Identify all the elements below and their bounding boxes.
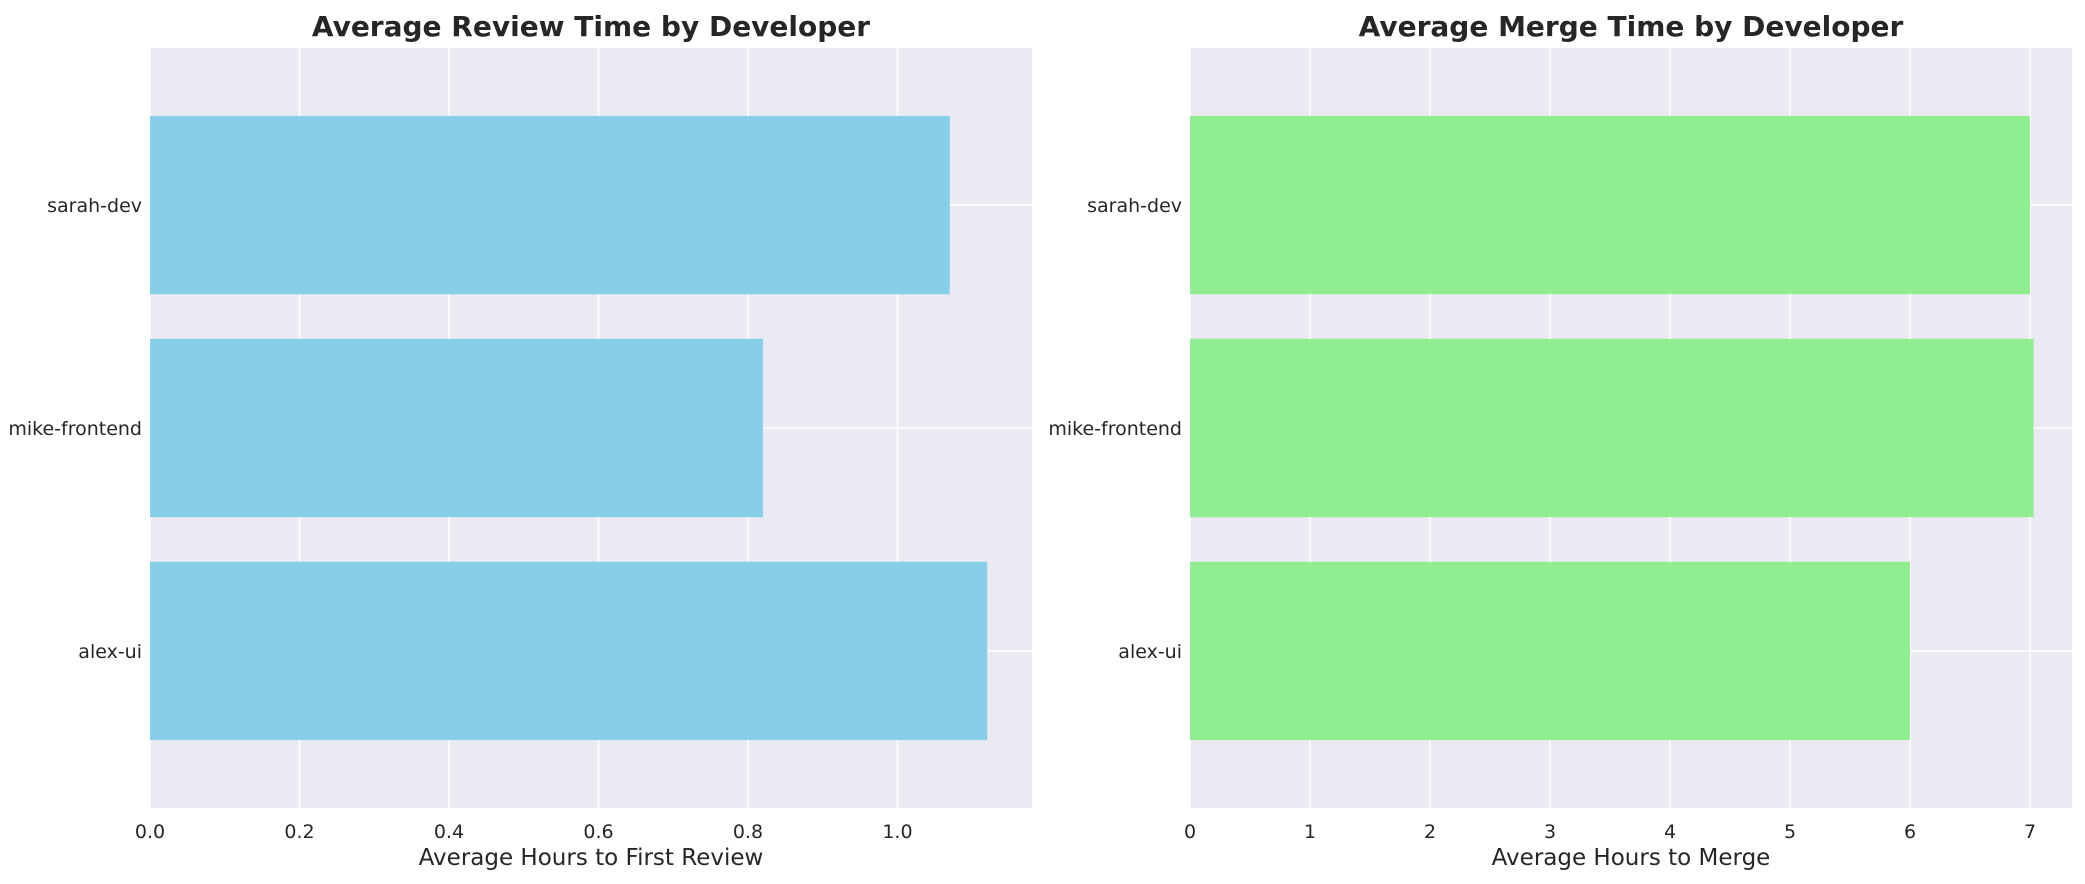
x-tick-label: 0.4 — [434, 821, 464, 843]
bar-sarah-dev — [150, 115, 950, 295]
x-axis-label: Average Hours to First Review — [419, 845, 764, 871]
x-tick-label: 0.8 — [733, 821, 763, 843]
x-tick-label: 0.2 — [284, 821, 314, 843]
x-tick-label: 2 — [1424, 821, 1436, 843]
x-tick-label: 3 — [1544, 821, 1556, 843]
x-tick-label: 6 — [1904, 821, 1916, 843]
y-tick-label: sarah-dev — [47, 195, 142, 217]
x-axis-label: Average Hours to Merge — [1492, 845, 1771, 871]
y-tick-label: mike-frontend — [1048, 418, 1182, 440]
x-tick-label: 0 — [1184, 821, 1196, 843]
bar-alex-ui — [1190, 561, 1910, 741]
bar-sarah-dev — [1190, 115, 2030, 295]
y-tick-label: alex-ui — [78, 641, 142, 663]
x-tick-label: 0.6 — [583, 821, 613, 843]
bar-mike-frontend — [1190, 338, 2034, 518]
chart-title: Average Review Time by Developer — [312, 10, 870, 43]
x-tick-label: 1 — [1304, 821, 1316, 843]
x-tick-label: 1.0 — [882, 821, 912, 843]
x-tick-label: 5 — [1784, 821, 1796, 843]
review-time-chart: Average Review Time by Developer Average… — [8, 10, 1032, 871]
chart-title: Average Merge Time by Developer — [1359, 10, 1904, 43]
x-tick-label: 4 — [1664, 821, 1676, 843]
y-tick-label: sarah-dev — [1087, 195, 1182, 217]
x-tick-label: 0.0 — [135, 821, 165, 843]
merge-time-chart: Average Merge Time by Developer Average … — [1048, 10, 2072, 871]
y-tick-label: alex-ui — [1118, 641, 1182, 663]
bar-alex-ui — [150, 561, 988, 741]
bar-mike-frontend — [150, 338, 763, 518]
x-tick-label: 7 — [2024, 821, 2036, 843]
y-tick-label: mike-frontend — [8, 418, 142, 440]
